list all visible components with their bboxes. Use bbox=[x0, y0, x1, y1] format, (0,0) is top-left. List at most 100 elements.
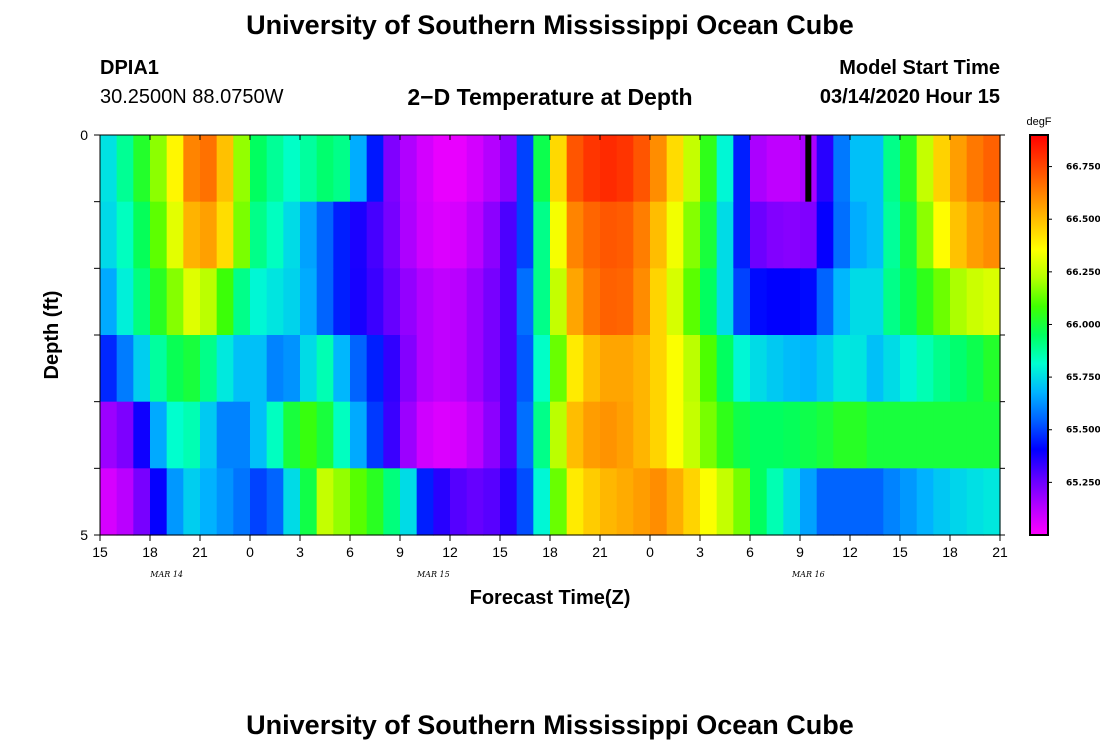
heatmap-cell bbox=[166, 335, 184, 403]
heatmap-cell bbox=[966, 135, 984, 203]
heatmap-cell bbox=[533, 135, 551, 203]
heatmap-cell bbox=[266, 468, 284, 536]
x-tick-label: 0 bbox=[246, 544, 254, 560]
heatmap-cell bbox=[116, 201, 134, 269]
heatmap-cell bbox=[300, 268, 318, 336]
heatmap-cell bbox=[666, 135, 684, 203]
heatmap-cell bbox=[600, 335, 618, 403]
heatmap-cell bbox=[600, 268, 618, 336]
heatmap-cell bbox=[366, 268, 384, 336]
heatmap-cell bbox=[883, 135, 901, 203]
heatmap-cell bbox=[616, 135, 634, 203]
heatmap-cell bbox=[316, 135, 334, 203]
heatmap-cell bbox=[750, 135, 768, 203]
heatmap-cell bbox=[566, 268, 584, 336]
heatmap-cell bbox=[866, 201, 884, 269]
heatmap-cell bbox=[566, 201, 584, 269]
heatmap-cell bbox=[400, 201, 418, 269]
station-id: DPIA1 bbox=[100, 57, 159, 79]
heatmap-cell bbox=[300, 335, 318, 403]
heatmap-cell bbox=[550, 401, 568, 469]
heatmap-cell bbox=[716, 468, 734, 536]
colorbar-tick-label: 65.750 bbox=[1066, 373, 1100, 383]
heatmap-cell bbox=[516, 135, 534, 203]
x-tick-label: 21 bbox=[192, 544, 208, 560]
heatmap-cell bbox=[500, 468, 518, 536]
heatmap-cell bbox=[133, 201, 151, 269]
heatmap-cell bbox=[633, 335, 651, 403]
heatmap-cell bbox=[883, 201, 901, 269]
heatmap-cell bbox=[383, 401, 401, 469]
heatmap-cell bbox=[183, 468, 201, 536]
heatmap-cell bbox=[916, 201, 934, 269]
colorbar: degF 66.750 66.500 66.250 66.000 65.750 65.50… bbox=[1026, 116, 1100, 536]
heatmap-cell bbox=[233, 401, 251, 469]
heatmap-cell bbox=[583, 201, 601, 269]
heatmap-cell bbox=[833, 468, 851, 536]
heatmap-cell bbox=[450, 335, 468, 403]
heatmap-cell bbox=[100, 201, 118, 269]
heatmap-cell bbox=[900, 335, 918, 403]
heatmap-cell bbox=[833, 201, 851, 269]
heatmap-cell bbox=[616, 468, 634, 536]
heatmap-cell bbox=[516, 335, 534, 403]
heatmap-cell bbox=[566, 401, 584, 469]
heatmap-cell bbox=[733, 135, 751, 203]
colorbar-tick-label: 66.000 bbox=[1066, 320, 1100, 330]
heatmap-cell bbox=[783, 135, 801, 203]
heatmap-cell bbox=[650, 468, 668, 536]
heatmap-cell bbox=[366, 401, 384, 469]
heatmap-cell bbox=[300, 401, 318, 469]
heatmap-cell bbox=[750, 335, 768, 403]
heatmap-cell bbox=[166, 268, 184, 336]
heatmap-cell bbox=[800, 468, 818, 536]
heatmap-cell bbox=[916, 268, 934, 336]
heatmap-cell bbox=[716, 335, 734, 403]
heatmap-cell bbox=[983, 401, 1001, 469]
heatmap-cell bbox=[883, 401, 901, 469]
heatmap-cell bbox=[683, 335, 701, 403]
heatmap-cell bbox=[450, 135, 468, 203]
heatmap-cell bbox=[150, 335, 168, 403]
heatmap-cell bbox=[500, 135, 518, 203]
heatmap-cell bbox=[350, 268, 368, 336]
x-tick-label: 21 bbox=[592, 544, 608, 560]
heatmap-cell bbox=[950, 468, 968, 536]
heatmap-cell bbox=[466, 201, 484, 269]
station-coordinates: 30.2500N 88.0750W bbox=[100, 86, 284, 108]
heatmap-cell bbox=[200, 268, 218, 336]
heatmap-cell bbox=[283, 335, 301, 403]
heatmap-cell bbox=[366, 201, 384, 269]
heatmap-cell bbox=[200, 335, 218, 403]
heatmap-cell bbox=[483, 468, 501, 536]
heatmap-cell bbox=[283, 268, 301, 336]
heatmap-cell bbox=[200, 468, 218, 536]
heatmap-cell bbox=[400, 468, 418, 536]
heatmap-cell bbox=[766, 335, 784, 403]
heatmap-cell bbox=[483, 201, 501, 269]
heatmap-cell bbox=[433, 268, 451, 336]
heatmap-cell bbox=[983, 468, 1001, 536]
heatmap-cell bbox=[766, 201, 784, 269]
heatmap-cell bbox=[283, 201, 301, 269]
heatmap-cell bbox=[350, 401, 368, 469]
heatmap-cell bbox=[550, 268, 568, 336]
heatmap-cell bbox=[650, 201, 668, 269]
heatmap-cell bbox=[583, 468, 601, 536]
heatmap-cell bbox=[283, 468, 301, 536]
heatmap-cell bbox=[666, 268, 684, 336]
colorbar-tick-label: 65.250 bbox=[1066, 478, 1100, 488]
y-axis: 05 bbox=[80, 127, 1005, 543]
heatmap-cell bbox=[183, 335, 201, 403]
heatmap-cell bbox=[783, 401, 801, 469]
heatmap-cell bbox=[400, 268, 418, 336]
heatmap-cell bbox=[266, 201, 284, 269]
heatmap-cell bbox=[850, 401, 868, 469]
heatmap-cell bbox=[100, 268, 118, 336]
heatmap-cell bbox=[916, 401, 934, 469]
heatmap-cell bbox=[950, 135, 968, 203]
heatmap-cell bbox=[933, 401, 951, 469]
heatmap-cell bbox=[250, 135, 268, 203]
heatmap-cell bbox=[833, 335, 851, 403]
heatmap-cell bbox=[733, 268, 751, 336]
